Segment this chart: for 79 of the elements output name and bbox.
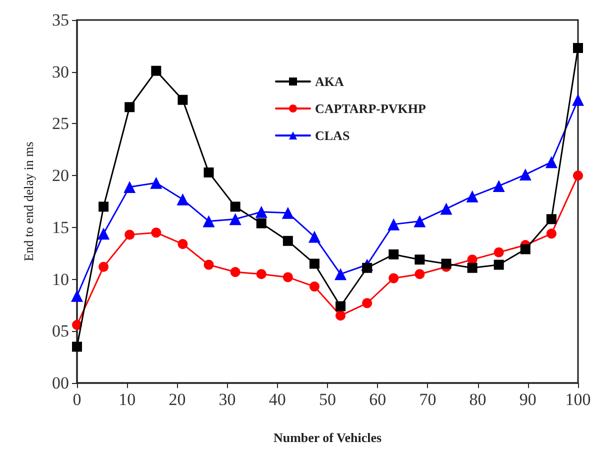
- point: [546, 228, 556, 239]
- point: [336, 301, 346, 312]
- point: [98, 228, 110, 240]
- point: [388, 218, 400, 230]
- point: [545, 156, 558, 168]
- point: [573, 43, 583, 54]
- x-tick-label: 0: [72, 390, 82, 409]
- point: [204, 167, 214, 178]
- point: [98, 202, 109, 212]
- point: [256, 218, 266, 228]
- point: [282, 236, 293, 246]
- point: [309, 282, 320, 292]
- point: [255, 206, 268, 218]
- legend-label: CAPTARP-PVKHP: [315, 101, 426, 116]
- point: [282, 206, 294, 219]
- point: [573, 170, 583, 181]
- point: [440, 202, 452, 215]
- point: [388, 249, 399, 260]
- x-tick-label: 80: [469, 390, 486, 409]
- point: [494, 247, 504, 258]
- point: [466, 190, 478, 202]
- y-tick-label: 00: [52, 374, 69, 392]
- point: [178, 239, 188, 250]
- x-tick-label: 90: [519, 390, 536, 409]
- point: [124, 230, 135, 240]
- point: [492, 180, 505, 192]
- y-tick-label: 15: [52, 218, 69, 237]
- point: [71, 290, 83, 302]
- x-tick-label: 70: [419, 390, 436, 409]
- point: [150, 176, 162, 189]
- point: [282, 272, 293, 282]
- point: [151, 228, 162, 238]
- point: [362, 298, 372, 308]
- point: [414, 254, 425, 265]
- point: [256, 269, 266, 280]
- point: [362, 262, 372, 273]
- x-tick-label: 10: [118, 390, 136, 409]
- point: [414, 269, 425, 280]
- y-tick-label: 20: [52, 166, 69, 186]
- point: [230, 202, 240, 212]
- point: [441, 258, 452, 269]
- point: [204, 260, 214, 270]
- y-tick-label: 05: [52, 322, 69, 341]
- point: [178, 94, 188, 105]
- y-tick-label: 30: [52, 62, 69, 82]
- point: [336, 310, 346, 321]
- point: [124, 180, 136, 193]
- point: [229, 213, 242, 226]
- point: [414, 215, 426, 228]
- x-tick-label: 50: [319, 390, 336, 409]
- point: [520, 244, 530, 254]
- point: [519, 168, 532, 181]
- point: [309, 258, 320, 269]
- point: [124, 102, 135, 112]
- x-tick-label: 100: [565, 390, 591, 409]
- point: [72, 342, 82, 352]
- point: [176, 193, 189, 206]
- point: [202, 215, 215, 228]
- point: [546, 214, 556, 224]
- point: [230, 267, 240, 278]
- point: [467, 262, 478, 273]
- point: [388, 273, 399, 284]
- point: [308, 230, 320, 243]
- point: [334, 268, 347, 280]
- point: [572, 94, 584, 106]
- x-tick-label: 60: [369, 390, 386, 409]
- x-axis-title: Number of Vehicles: [273, 430, 382, 445]
- y-tick-label: 35: [52, 10, 69, 30]
- legend-label: AKA: [315, 74, 344, 89]
- point: [98, 262, 109, 272]
- x-tick-label: 20: [168, 390, 186, 409]
- point: [151, 66, 162, 76]
- y-axis-title: End to end delay in ms: [21, 142, 36, 262]
- y-tick-label: 25: [52, 114, 69, 134]
- point: [494, 260, 504, 270]
- legend-label: CLAS: [315, 128, 350, 143]
- y-tick-label: 10: [52, 270, 69, 289]
- x-tick-label: 40: [268, 390, 286, 409]
- x-tick-label: 30: [218, 390, 236, 409]
